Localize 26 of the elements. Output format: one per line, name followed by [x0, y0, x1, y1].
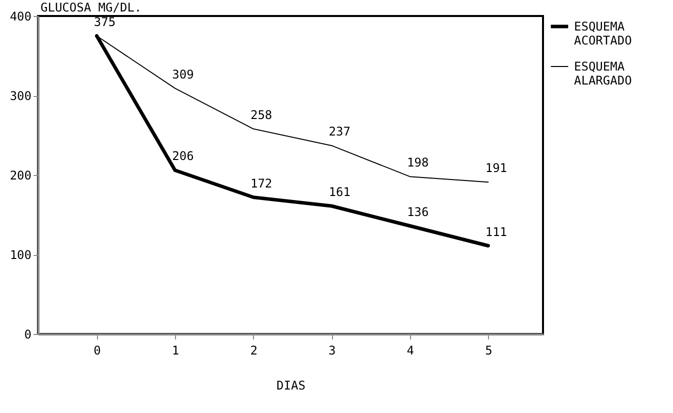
- legend-label: ESQUEMA ALARGADO: [574, 60, 632, 88]
- x-tick-label: 0: [94, 344, 101, 358]
- data-label: 309: [172, 67, 194, 82]
- data-label: 198: [407, 156, 429, 170]
- data-label: 161: [328, 185, 350, 200]
- y-tick-label: 300: [10, 89, 32, 103]
- x-tick-label: 1: [172, 344, 180, 358]
- y-axis-title: GLUCOSA MG/DL.: [40, 0, 142, 14]
- y-tick-label: 100: [10, 248, 32, 262]
- data-label: 136: [407, 204, 429, 219]
- data-label: 172: [250, 176, 272, 190]
- x-tick-label: 4: [406, 344, 414, 358]
- data-label: 191: [485, 161, 508, 176]
- y-tick-label: 400: [10, 10, 32, 24]
- x-tick-label: 3: [328, 344, 336, 358]
- x-axis-title: DIAS: [276, 378, 306, 392]
- data-label: 111: [485, 224, 508, 239]
- legend-label: ESQUEMA ACORTADO: [574, 20, 632, 48]
- data-label: 375: [94, 14, 116, 29]
- x-tick-label: 5: [485, 344, 492, 358]
- y-tick-label: 0: [24, 328, 32, 342]
- y-tick-label: 200: [10, 168, 32, 182]
- x-tick-label: 2: [250, 344, 258, 358]
- data-label: 258: [250, 108, 272, 122]
- data-label: 237: [328, 124, 350, 139]
- data-label: 206: [172, 149, 194, 164]
